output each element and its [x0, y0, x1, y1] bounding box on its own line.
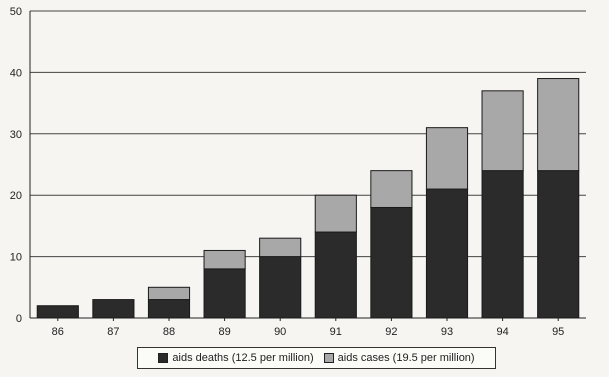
x-tick-label-88: 88: [163, 326, 175, 338]
x-tick-label-93: 93: [441, 326, 453, 338]
bar-aids-cases-93: [425, 127, 469, 190]
legend-item-aids-cases: aids cases (19.5 per million): [323, 352, 475, 364]
bar-aids-cases-89: [203, 249, 246, 270]
x-tick-label-90: 90: [274, 326, 286, 338]
x-tick-label-95: 95: [552, 326, 564, 338]
y-tick-label-10: 10: [10, 252, 22, 264]
legend: aids deaths (12.5 per million) aids case…: [137, 347, 496, 369]
bar-aids-cases-91: [314, 194, 357, 233]
y-tick-label-20: 20: [10, 190, 22, 202]
bar-aids-deaths-94: [481, 170, 524, 319]
bar-aids-deaths-90: [259, 256, 302, 319]
bar-aids-deaths-92: [370, 206, 413, 319]
bar-aids-cases-90: [259, 237, 302, 258]
x-tick-label-94: 94: [496, 326, 508, 338]
bar-aids-deaths-91: [314, 231, 357, 319]
x-tick-label-89: 89: [218, 326, 230, 338]
bar-aids-cases-88: [147, 286, 191, 301]
y-tick-label-50: 50: [10, 6, 22, 18]
bar-aids-deaths-87: [92, 299, 135, 319]
bar-aids-deaths-88: [147, 299, 191, 319]
y-tick-label-40: 40: [10, 67, 22, 79]
bar-aids-cases-94: [481, 90, 524, 172]
x-tick-label-87: 87: [107, 326, 119, 338]
bar-aids-deaths-93: [425, 188, 469, 319]
legend-label-aids-deaths: aids deaths (12.5 per million): [172, 352, 314, 364]
x-tick-label-86: 86: [52, 326, 64, 338]
legend-swatch-aids-cases: [323, 353, 334, 363]
bar-aids-deaths-95: [537, 170, 580, 319]
legend-label-aids-cases: aids cases (19.5 per million): [337, 352, 475, 364]
bar-aids-deaths-89: [203, 268, 246, 319]
legend-swatch-aids-deaths: [158, 353, 169, 363]
y-tick-label-30: 30: [10, 129, 22, 141]
x-tick-label-92: 92: [385, 326, 397, 338]
bar-aids-cases-95: [537, 78, 580, 172]
bar-aids-cases-92: [370, 170, 413, 208]
x-tick-label-91: 91: [330, 326, 342, 338]
y-tick-label-0: 0: [16, 313, 22, 325]
legend-item-aids-deaths: aids deaths (12.5 per million): [158, 352, 314, 364]
bar-aids-deaths-86: [36, 305, 79, 319]
